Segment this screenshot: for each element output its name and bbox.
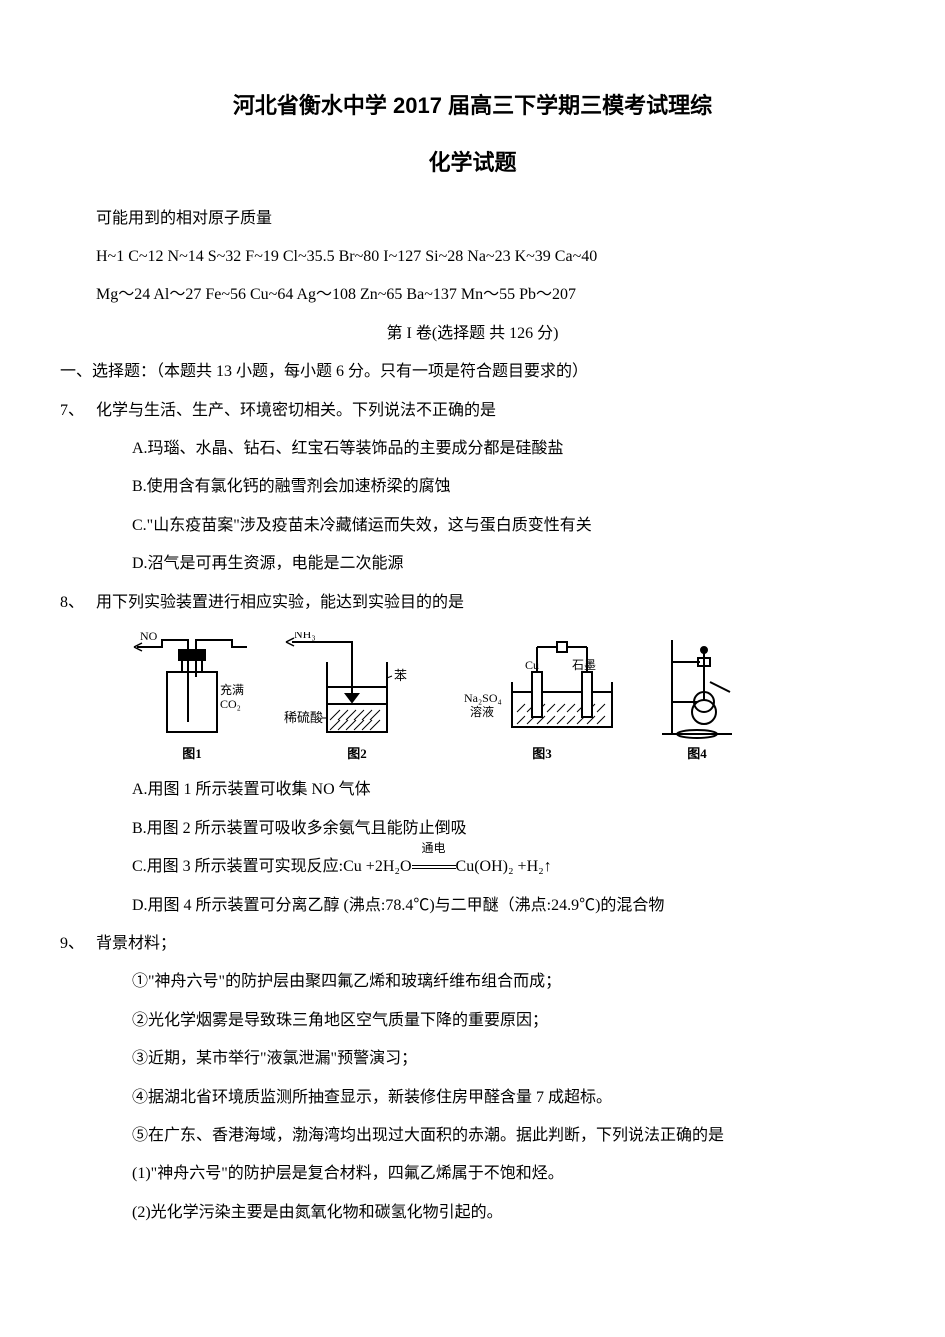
q8-option-d: D.用图 4 所示装置可分离乙醇 (沸点:78.4℃)与二甲醚（沸点:24.9℃… [60, 887, 885, 925]
fig3-sol-label-1: Na₂SO₄ [464, 691, 502, 705]
q9-item-4: ④据湖北省环境质监测所抽查显示，新装修住房甲醛含量 7 成超标。 [60, 1079, 885, 1117]
q7-stem: 化学与生活、生产、环境密切相关。下列说法不正确的是 [96, 392, 885, 430]
fig4-caption: 图4 [687, 746, 707, 762]
q9-statement-1: (1)"神舟六号"的防护层是复合材料，四氟乙烯属于不饱和烃。 [60, 1155, 885, 1193]
figure-3: Cu 石墨 Na₂SO₄ 溶液 图3 [462, 632, 622, 762]
q7-option-d: D.沼气是可再生资源，电能是二次能源 [60, 545, 885, 583]
fig1-inside-label-1: 充满 [220, 682, 244, 697]
fig3-caption: 图3 [532, 746, 552, 762]
q8-option-a: A.用图 1 所示装置可收集 NO 气体 [60, 771, 885, 809]
fig2-acid-label: 稀硫酸 [284, 710, 323, 725]
q8-option-c: C.用图 3 所示装置可实现反应:Cu +2H₂O Cu(OH)₂ +H₂↑ [60, 848, 885, 886]
q9-stem: 背景材料； [96, 925, 885, 963]
q8-option-b: B.用图 2 所示装置可吸收多余氨气且能防止倒吸 [60, 810, 885, 848]
fig1-inside-label-2: CO₂ [220, 697, 241, 711]
q8-stem: 用下列实验装置进行相应实验，能达到实验目的的是 [96, 584, 885, 622]
fig2-caption: 图2 [347, 746, 367, 762]
q9-item-5: ⑤在广东、香港海域，渤海湾均出现过大面积的赤潮。据此判断，下列说法正确的是 [60, 1117, 885, 1155]
q7-option-a: A.玛瑙、水晶、钻石、红宝石等装饰品的主要成分都是硅酸盐 [60, 430, 885, 468]
q9-item-2: ②光化学烟雾是导致珠三角地区空气质量下降的重要原因； [60, 1002, 885, 1040]
fig3-sol-label-2: 溶液 [470, 704, 494, 719]
q9-number: 9、 [60, 925, 96, 963]
q8-number: 8、 [60, 584, 96, 622]
q8c-formula-right: Cu(OH)₂ +H₂↑ [456, 858, 552, 875]
q7-option-b: B.使用含有氯化钙的融雪剂会加速桥梁的腐蚀 [60, 468, 885, 506]
q8c-prefix: C.用图 3 所示装置可实现反应: [132, 858, 343, 875]
q8c-formula-left: Cu +2H₂O [343, 858, 411, 875]
fig3-cu-label: Cu [525, 658, 539, 672]
preamble: 可能用到的相对原子质量 [60, 200, 885, 238]
section-1-header: 第 I 卷(选择题 共 126 分) [60, 315, 885, 353]
q9-statement-2: (2)光化学污染主要是由氮氧化物和碳氢化物引起的。 [60, 1194, 885, 1232]
atomic-masses-line2: Mg～24 Al～27 Fe~56 Cu~64 Ag～108 Zn~65 Ba~… [60, 276, 885, 314]
figure-2: NH₃ 苯 稀硫酸 图2 [282, 632, 432, 762]
fig1-inlet-label: NO [140, 632, 158, 643]
q8-figures: NO 充满 CO₂ 图1 [132, 632, 885, 762]
section-1-instructions: 一、选择题：（本题共 13 小题，每小题 6 分。只有一项是符合题目要求的） [60, 353, 885, 391]
electrolysis-arrow [412, 848, 456, 886]
q7-option-c: C."山东疫苗案"涉及疫苗未冷藏储运而失效，这与蛋白质变性有关 [60, 507, 885, 545]
exam-title: 河北省衡水中学 2017 届高三下学期三模考试理综 [60, 80, 885, 133]
fig2-benzene-label: 苯 [394, 668, 407, 683]
q9-item-1: ①"神舟六号"的防护层由聚四氟乙烯和玻璃纤维布组合而成； [60, 963, 885, 1001]
figure-4: 图4 [652, 632, 742, 762]
fig3-graphite-label: 石墨 [572, 658, 596, 672]
fig2-inlet-label: NH₃ [294, 632, 316, 641]
q9-item-3: ③近期，某市举行"液氯泄漏"预警演习； [60, 1040, 885, 1078]
q7-number: 7、 [60, 392, 96, 430]
fig1-caption: 图1 [182, 746, 202, 762]
exam-subtitle: 化学试题 [60, 137, 885, 190]
atomic-masses-line1: H~1 C~12 N~14 S~32 F~19 Cl~35.5 Br~80 I~… [60, 238, 885, 276]
figure-1: NO 充满 CO₂ 图1 [132, 632, 252, 762]
